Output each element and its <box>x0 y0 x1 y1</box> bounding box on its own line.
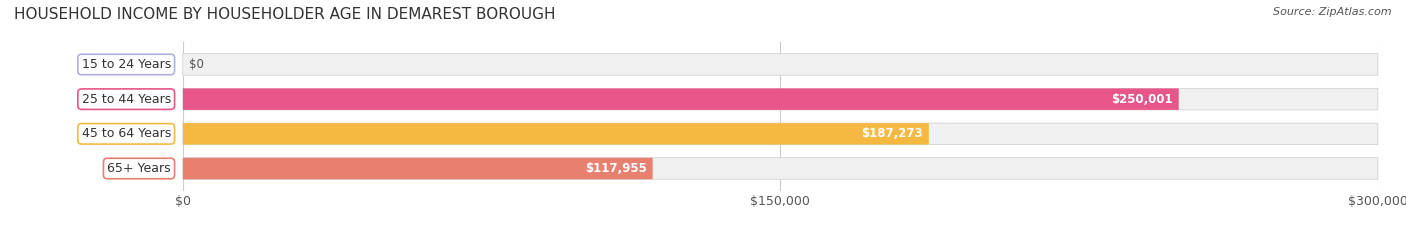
Text: 15 to 24 Years: 15 to 24 Years <box>82 58 172 71</box>
Text: $187,273: $187,273 <box>862 127 922 140</box>
FancyBboxPatch shape <box>183 54 1378 75</box>
Text: 25 to 44 Years: 25 to 44 Years <box>82 93 172 106</box>
FancyBboxPatch shape <box>183 88 1378 110</box>
Text: 65+ Years: 65+ Years <box>107 162 172 175</box>
FancyBboxPatch shape <box>183 123 929 145</box>
Text: $0: $0 <box>188 58 204 71</box>
Text: $117,955: $117,955 <box>585 162 647 175</box>
Text: 45 to 64 Years: 45 to 64 Years <box>82 127 172 140</box>
FancyBboxPatch shape <box>183 88 1178 110</box>
Text: Source: ZipAtlas.com: Source: ZipAtlas.com <box>1274 7 1392 17</box>
Text: $250,001: $250,001 <box>1111 93 1173 106</box>
Text: HOUSEHOLD INCOME BY HOUSEHOLDER AGE IN DEMAREST BOROUGH: HOUSEHOLD INCOME BY HOUSEHOLDER AGE IN D… <box>14 7 555 22</box>
FancyBboxPatch shape <box>183 123 1378 145</box>
FancyBboxPatch shape <box>183 158 652 179</box>
FancyBboxPatch shape <box>183 158 1378 179</box>
